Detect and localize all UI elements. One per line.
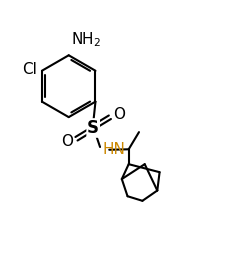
Text: Cl: Cl [22,62,37,77]
Text: O: O [114,107,125,122]
Text: S: S [87,119,99,137]
Text: NH$_2$: NH$_2$ [71,30,101,49]
Text: HN: HN [102,142,125,157]
Text: O: O [61,134,73,149]
